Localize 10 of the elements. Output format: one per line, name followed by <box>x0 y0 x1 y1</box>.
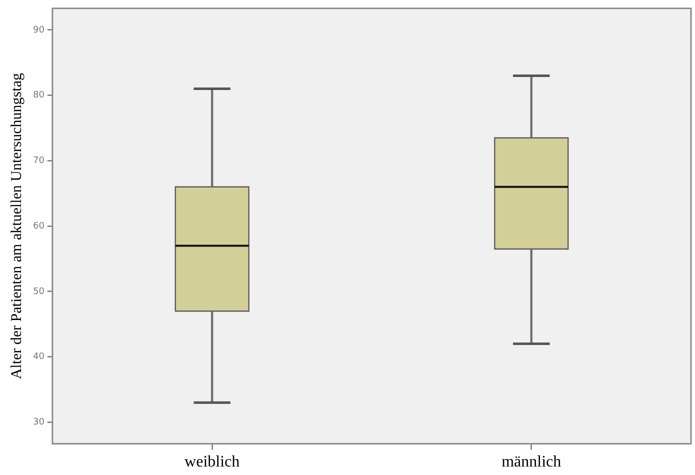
y-tick-label: 90 <box>33 25 45 36</box>
y-tick-label: 80 <box>33 90 45 101</box>
y-tick-label: 60 <box>33 221 45 232</box>
y-tick-label: 40 <box>33 352 45 362</box>
y-tick-label: 30 <box>33 418 45 428</box>
x-tick-label: männlich <box>502 454 562 471</box>
y-tick-label: 70 <box>33 156 45 166</box>
y-tick-label: 50 <box>33 286 45 297</box>
y-axis-title: Alter der Patienten am aktuellen Untersuchungstag <box>8 72 25 380</box>
x-tick-label: weiblich <box>184 454 240 471</box>
